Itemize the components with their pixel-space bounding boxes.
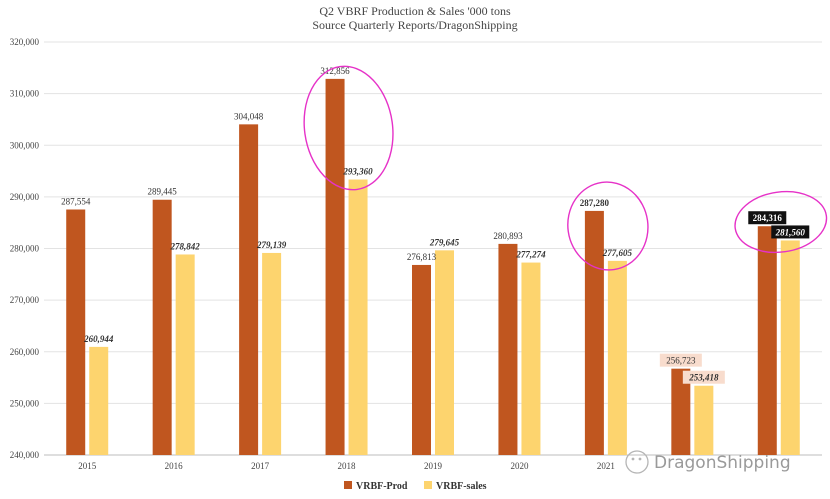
x-tick-label: 2018 (338, 461, 357, 471)
x-tick-label: 2016 (165, 461, 184, 471)
watermark-text: DragonShipping (654, 453, 791, 473)
data-label-sales: 279,139 (256, 240, 287, 250)
watermark: DragonShipping (625, 450, 791, 474)
y-tick-label: 280,000 (10, 244, 40, 254)
highlight-circles (303, 65, 828, 271)
data-label-sales: 278,842 (170, 241, 201, 251)
y-axis: 240,000 250,000 260,000 270,000 280,000 290,0… (10, 37, 40, 460)
data-labels: 287,554 260,944 289,445 278,842 304,048 279,1… (61, 66, 810, 384)
label-box (748, 211, 787, 225)
gridlines (44, 41, 822, 456)
x-tick-label: 2015 (78, 461, 97, 471)
x-tick-label: 2020 (510, 461, 529, 471)
data-label-prod: 287,280 (580, 198, 610, 208)
bar-prod (325, 78, 345, 456)
label-box (682, 370, 725, 384)
data-label-sales: 281,560 (775, 227, 806, 237)
bar-sales (89, 346, 109, 455)
y-tick-label: 320,000 (10, 37, 40, 47)
data-label-prod: 284,316 (753, 213, 783, 223)
highlight-circle (303, 65, 394, 191)
data-label-sales: 253,418 (688, 373, 719, 383)
bar-sales (694, 385, 714, 455)
x-tick-label: 2017 (251, 461, 270, 471)
data-label-sales: 260,944 (83, 334, 114, 344)
bar-prod (239, 124, 259, 455)
x-axis: 2015 2016 2017 2018 2019 2020 2021 (78, 461, 615, 471)
y-tick-label: 310,000 (10, 89, 40, 99)
bar-prod (152, 199, 172, 455)
bar-prod (66, 209, 86, 455)
data-label-prod: 304,048 (234, 111, 264, 121)
highlight-circle (567, 181, 649, 271)
data-label-prod: 280,893 (493, 231, 523, 241)
highlight-circle (734, 190, 828, 254)
wechat-logo-eye-left (631, 457, 635, 461)
data-label-sales: 279,645 (429, 237, 460, 247)
legend-swatch (344, 481, 352, 489)
data-label-prod: 312,856 (320, 66, 350, 76)
y-tick-label: 270,000 (10, 295, 40, 305)
bar-prod (498, 243, 518, 455)
bar-sales (607, 260, 627, 455)
label-box (659, 353, 702, 367)
legend-label: VRBF-Prod (356, 481, 408, 492)
x-tick-label: 2021 (597, 461, 615, 471)
bar-prod (584, 210, 604, 455)
y-tick-label: 300,000 (10, 140, 40, 150)
y-tick-label: 260,000 (10, 347, 40, 357)
bar-sales (262, 252, 282, 455)
legend: VRBF-Prod VRBF-sales (344, 481, 487, 492)
label-box (771, 225, 810, 239)
data-label-prod: 287,554 (61, 197, 91, 207)
wechat-logo-eye-right (638, 457, 642, 461)
chart-title: Q2 VBRF Production & Sales '000 tons (319, 4, 511, 18)
bar-prod (671, 368, 691, 455)
data-label-sales: 277,605 (602, 248, 633, 258)
data-label-sales: 293,360 (342, 167, 373, 177)
legend-label: VRBF-sales (436, 481, 487, 492)
data-label-prod: 276,813 (407, 252, 437, 262)
data-label-prod: 289,445 (148, 187, 178, 197)
legend-swatch (424, 481, 432, 489)
bar-sales (175, 254, 195, 455)
bar-sales (435, 250, 454, 455)
y-tick-label: 290,000 (10, 192, 40, 202)
bars (66, 78, 800, 456)
data-label-sales: 277,274 (515, 250, 546, 260)
wechat-logo-icon (625, 450, 649, 474)
data-label-prod: 256,723 (666, 356, 696, 366)
chart-subtitle: Source Quarterly Reports/DragonShipping (312, 18, 517, 32)
bar-prod (412, 264, 431, 455)
x-tick-label: 2019 (424, 461, 443, 471)
y-tick-label: 250,000 (10, 398, 40, 408)
y-tick-label: 240,000 (10, 450, 40, 460)
bar-sales (521, 262, 541, 455)
bar-sales (780, 240, 800, 455)
bar-sales (348, 179, 368, 456)
bar-prod (757, 226, 777, 455)
